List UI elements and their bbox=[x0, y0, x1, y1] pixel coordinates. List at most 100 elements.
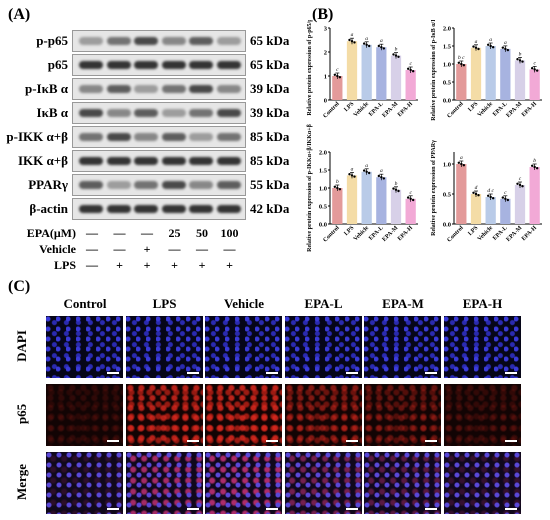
y-tick-label: 0.5 bbox=[443, 192, 452, 199]
micrograph-tile bbox=[205, 384, 282, 446]
y-tick-label: 3 bbox=[324, 26, 328, 33]
significance-letter: b bbox=[533, 158, 536, 164]
blot-band bbox=[216, 133, 241, 141]
blot-band bbox=[189, 61, 213, 69]
blot-label: PPARγ bbox=[28, 177, 68, 192]
micrograph-row-label: p65 bbox=[14, 403, 29, 425]
micrograph-tile bbox=[443, 452, 521, 514]
scale-bar bbox=[345, 440, 358, 442]
blot-band bbox=[106, 61, 131, 69]
data-point bbox=[518, 59, 522, 62]
bar bbox=[485, 46, 496, 100]
data-point bbox=[365, 43, 368, 46]
category-label: Vehicle bbox=[477, 101, 495, 119]
data-point bbox=[521, 60, 524, 63]
treatment-cell: — bbox=[86, 258, 98, 272]
y-tick-label: 0.5 bbox=[319, 204, 328, 211]
scale-bar bbox=[266, 508, 278, 510]
treatment-cell: 25 bbox=[168, 226, 181, 240]
data-point bbox=[367, 171, 371, 175]
data-point bbox=[491, 197, 495, 200]
category-label: EPA-H bbox=[521, 101, 538, 118]
blot-strip bbox=[72, 102, 246, 124]
blot-band bbox=[216, 37, 241, 45]
significance-letter: d c bbox=[487, 188, 494, 194]
blot-band bbox=[79, 109, 103, 117]
data-point bbox=[367, 44, 371, 48]
significance-letter: c bbox=[504, 190, 507, 196]
category-label: Vehicle bbox=[477, 225, 495, 243]
significance-letter: a bbox=[380, 168, 383, 174]
data-point bbox=[353, 175, 356, 178]
scale-bar bbox=[345, 372, 358, 374]
y-axis-label: Relative protein expression of p-IKKα+β/… bbox=[307, 124, 313, 252]
data-point bbox=[406, 196, 410, 199]
scale-bar bbox=[186, 372, 199, 374]
bar bbox=[456, 64, 467, 100]
blot-band bbox=[189, 133, 213, 141]
data-point bbox=[348, 38, 351, 42]
micrograph-column-header: Vehicle bbox=[224, 296, 264, 311]
treatment-cell: + bbox=[143, 242, 151, 256]
bar bbox=[376, 177, 387, 224]
significance-letter: c bbox=[533, 60, 536, 66]
panel-label-a: (A) bbox=[8, 6, 31, 23]
treatment-cell: — bbox=[168, 242, 181, 256]
data-point bbox=[460, 62, 463, 66]
bar bbox=[514, 185, 526, 224]
y-axis-label: Relative protein expression of p-IκB α/I… bbox=[431, 20, 437, 121]
data-point bbox=[336, 74, 339, 78]
data-point bbox=[474, 192, 478, 196]
blot-kda: 39 kDa bbox=[250, 81, 290, 96]
category-label: EPA-M bbox=[382, 101, 400, 119]
data-point bbox=[457, 61, 461, 64]
significance-letter: b bbox=[519, 51, 522, 57]
blot-strip bbox=[72, 150, 246, 172]
data-point bbox=[491, 46, 495, 49]
micrograph-tile bbox=[284, 316, 362, 378]
blot-band bbox=[216, 85, 241, 93]
significance-letter: b bbox=[395, 47, 398, 53]
significance-letter: a bbox=[489, 37, 492, 43]
micrograph-column-header: Control bbox=[63, 296, 107, 311]
panel-label-c: (C) bbox=[8, 278, 31, 295]
chart-group: 0.0 0.5 1.0 1.5 2.0 Relative protein expressi… bbox=[431, 20, 542, 121]
blot-kda: 65 kDa bbox=[250, 57, 290, 72]
blot-band bbox=[134, 181, 158, 189]
micrograph-row-label: Merge bbox=[14, 463, 29, 501]
category-label: EPA-M bbox=[506, 225, 524, 243]
bar bbox=[405, 198, 416, 224]
blot-band bbox=[106, 37, 131, 45]
scale-bar bbox=[345, 508, 358, 510]
category-label: Vehicle bbox=[353, 101, 371, 119]
y-tick-label: 2.0 bbox=[319, 150, 327, 157]
treatment-cell: + bbox=[143, 258, 151, 272]
data-point bbox=[406, 67, 410, 70]
micrograph-tile bbox=[443, 384, 521, 446]
treatment-label: Vehicle bbox=[39, 242, 76, 256]
category-label: LPS bbox=[467, 225, 479, 237]
significance-letter: c bbox=[519, 176, 522, 182]
micrograph-tile bbox=[46, 384, 123, 446]
data-point bbox=[477, 194, 480, 197]
data-point bbox=[380, 176, 383, 179]
blot-band bbox=[161, 109, 186, 117]
data-point bbox=[394, 54, 398, 57]
data-point bbox=[392, 53, 395, 56]
panel-label-b: (B) bbox=[312, 6, 334, 23]
treatment-cell: — bbox=[223, 242, 236, 256]
micrograph-tile bbox=[125, 384, 203, 446]
blot-band bbox=[134, 85, 158, 93]
category-label: LPS bbox=[343, 225, 355, 237]
blot-band bbox=[134, 157, 158, 165]
bar bbox=[514, 60, 526, 100]
data-point bbox=[365, 170, 368, 173]
data-point bbox=[377, 174, 381, 178]
significance-letter: a bbox=[504, 40, 507, 46]
blot-band bbox=[189, 157, 213, 165]
data-point bbox=[362, 42, 366, 45]
data-point bbox=[457, 161, 461, 164]
blot-label: p-p65 bbox=[36, 33, 68, 48]
scale-bar bbox=[425, 372, 437, 374]
data-point bbox=[348, 173, 351, 176]
